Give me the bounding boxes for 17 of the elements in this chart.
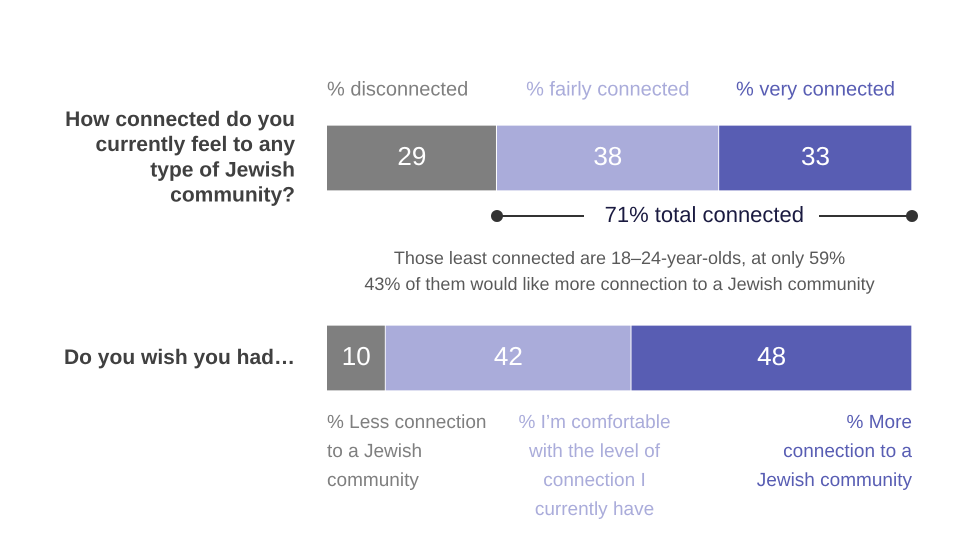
y-tick-label: How connected do you currently feel to any type of Jewish community? <box>65 108 296 207</box>
data-label: 33 <box>801 141 830 172</box>
annotation: % very connected <box>736 78 895 101</box>
data-label: 38 <box>593 141 622 172</box>
data-label: 10 <box>342 341 371 372</box>
y-tick-label: Do you wish you had… <box>64 346 295 369</box>
annotation: 71% total connected <box>604 202 804 228</box>
annotation: % Less connection to a Jewish community <box>327 412 486 492</box>
data-label: 42 <box>494 341 523 372</box>
annotation: Those least connected are 18–24-year-olds, at only 59% <box>394 248 846 268</box>
annotation: % disconnected <box>327 78 468 101</box>
annotation: % fairly connected <box>526 78 690 101</box>
data-label: 29 <box>397 141 426 172</box>
annotation: % More connection to a Jewish community <box>756 412 912 492</box>
annotation: 43% of them would like more connection to a Jewish community <box>364 274 875 294</box>
annotation: % I’m comfortable with the level of connection I currently have <box>518 412 671 520</box>
data-label: 48 <box>757 341 786 372</box>
